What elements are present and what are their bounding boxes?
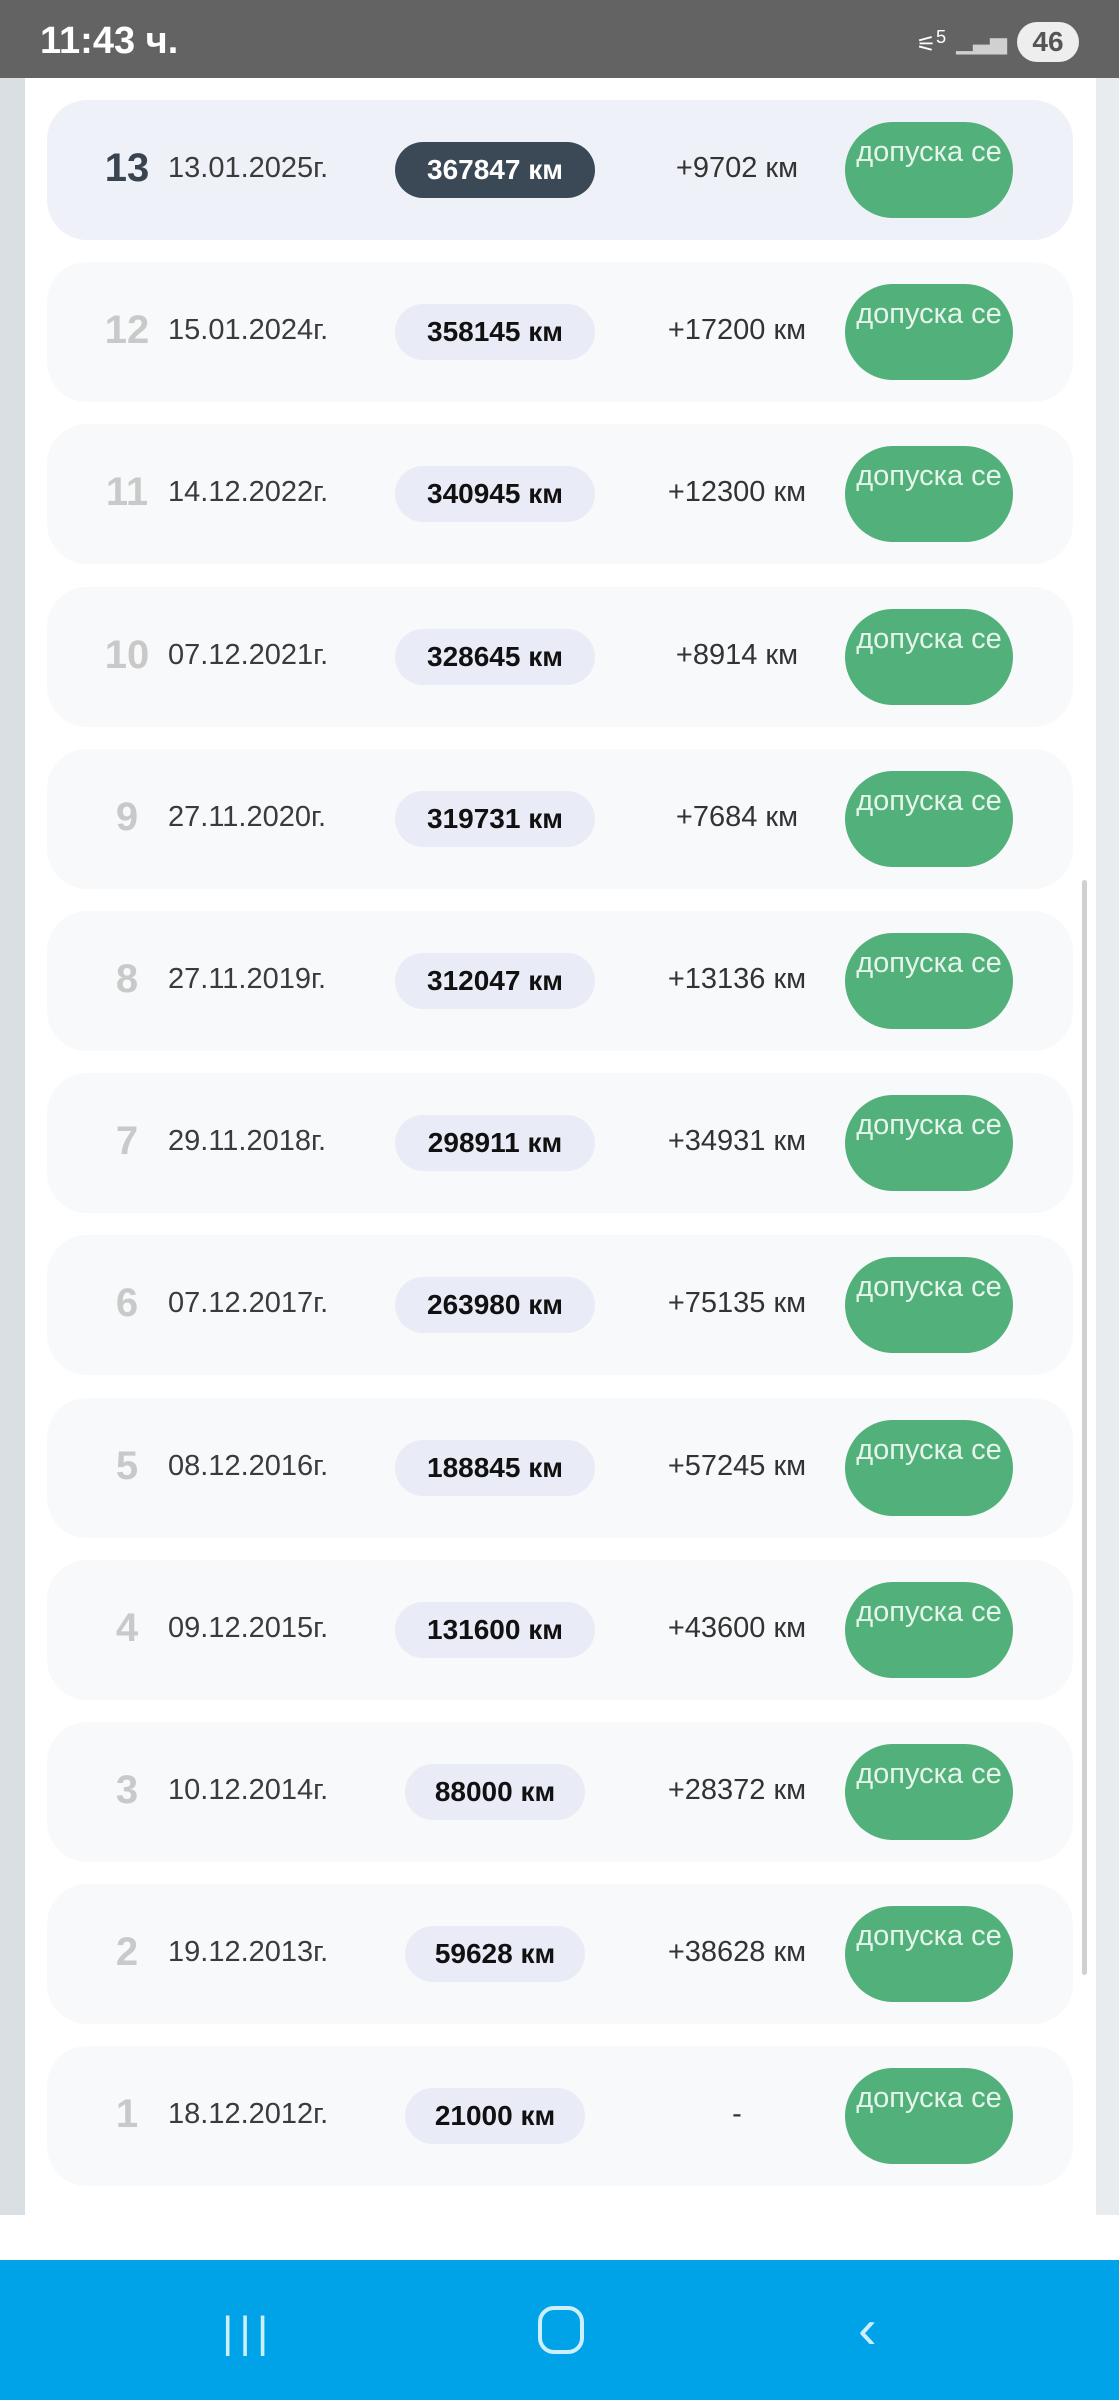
inspection-date: 13.01.2025г. — [168, 152, 329, 184]
mileage-delta: +17200 км — [667, 314, 807, 347]
status-badge[interactable]: допуска се — [845, 284, 1013, 381]
inspection-row: 6 07.12.2017г. 263980 км +75135 км допус… — [47, 1235, 1073, 1376]
navigation-bar: ||| ‹ — [0, 2260, 1119, 2400]
row-number: 12 — [104, 308, 150, 353]
row-number: 10 — [104, 632, 150, 677]
row-number: 2 — [115, 1930, 139, 1975]
mileage-badge: 59628 км — [405, 1926, 585, 1983]
inspection-date: 27.11.2019г. — [168, 963, 327, 995]
status-bar: 11:43 ч. ⚟5 ▁▃▅ 46 — [0, 0, 1119, 78]
signal-icon: ▁▃▅ — [956, 29, 1007, 54]
mileage-badge: 340945 км — [395, 466, 595, 523]
status-badge[interactable]: допуска се — [845, 1419, 1013, 1516]
inspection-row: 11 14.12.2022г. 340945 км +12300 км допу… — [47, 424, 1073, 565]
mileage-delta: +34931 км — [667, 1125, 807, 1158]
row-number: 8 — [115, 957, 139, 1001]
mileage-badge: 131600 км — [395, 1601, 595, 1658]
inspection-date: 18.12.2012г. — [168, 2098, 329, 2131]
inspection-row: 13 13.01.2025г. 367847 км +9702 км допус… — [47, 100, 1073, 240]
status-badge[interactable]: допуска се — [845, 933, 1013, 1029]
mileage-badge: 312047 км — [395, 953, 595, 1009]
mileage-badge: 88000 км — [405, 1764, 585, 1820]
inspection-row: 7 29.11.2018г. 298911 км +34931 км допус… — [47, 1073, 1073, 1214]
inspection-date: 09.12.2015г. — [168, 1611, 329, 1644]
row-number: 9 — [115, 794, 139, 839]
status-badge[interactable]: допуска се — [845, 1095, 1013, 1192]
inspection-date: 19.12.2013г. — [168, 1936, 329, 1969]
mileage-badge: 263980 км — [395, 1277, 595, 1334]
inspection-row: 8 27.11.2019г. 312047 км +13136 км допус… — [47, 911, 1073, 1051]
inspection-row: 5 08.12.2016г. 188845 км +57245 км допус… — [47, 1397, 1073, 1538]
inspection-row: 2 19.12.2013г. 59628 км +38628 км допуск… — [47, 1884, 1073, 2025]
mileage-badge: 21000 км — [405, 2088, 585, 2145]
inspection-row: 1 18.12.2012г. 21000 км - допуска се — [47, 2046, 1073, 2187]
row-number: 7 — [115, 1119, 139, 1164]
mileage-delta: +13136 км — [667, 963, 807, 995]
row-number: 5 — [115, 1443, 139, 1488]
mileage-badge: 358145 км — [395, 304, 595, 361]
inspection-row: 12 15.01.2024г. 358145 км +17200 км допу… — [47, 262, 1073, 403]
inspection-row: 9 27.11.2020г. 319731 км +7684 км допуск… — [47, 748, 1073, 889]
status-badge[interactable]: допуска се — [845, 1906, 1013, 2003]
mileage-delta: +7684 км — [675, 800, 799, 833]
mileage-delta: +9702 км — [675, 152, 799, 184]
mileage-delta: +43600 км — [667, 1611, 807, 1644]
background-page — [0, 78, 25, 2215]
recent-apps-button[interactable]: ||| — [222, 2308, 275, 2357]
status-badge[interactable]: допуска се — [845, 608, 1013, 705]
inspection-row: 3 10.12.2014г. 88000 км +28372 км допуск… — [47, 1722, 1073, 1862]
inspection-date: 07.12.2017г. — [168, 1287, 329, 1320]
row-number: 13 — [104, 146, 150, 190]
inspection-date: 27.11.2020г. — [168, 800, 327, 833]
inspection-date: 08.12.2016г. — [168, 1449, 329, 1482]
inspection-row: 10 07.12.2021г. 328645 км +8914 км допус… — [47, 586, 1073, 727]
inspection-date: 15.01.2024г. — [168, 314, 329, 347]
background-page — [1096, 78, 1119, 2215]
back-button[interactable]: ‹ — [858, 2297, 877, 2360]
mileage-badge: 188845 км — [395, 1439, 595, 1496]
status-badge[interactable]: допуска се — [845, 122, 1013, 218]
mileage-delta: +12300 км — [667, 476, 807, 509]
mileage-badge: 319731 км — [395, 790, 595, 847]
inspection-date: 14.12.2022г. — [168, 476, 329, 509]
status-badge[interactable]: допуска се — [845, 1744, 1013, 1840]
status-badge[interactable]: допуска се — [845, 770, 1013, 867]
mileage-delta: +28372 км — [667, 1774, 807, 1806]
mileage-delta: +38628 км — [667, 1936, 807, 1969]
mileage-delta: +57245 км — [667, 1449, 807, 1482]
mileage-badge: 328645 км — [395, 628, 595, 685]
inspection-date: 07.12.2021г. — [168, 638, 329, 671]
battery-icon: 46 — [1017, 22, 1079, 62]
mileage-badge: 298911 км — [395, 1115, 595, 1172]
row-number: 11 — [105, 470, 149, 515]
status-badge[interactable]: допуска се — [845, 1257, 1013, 1354]
mileage-delta: +8914 км — [675, 638, 799, 671]
row-number: 3 — [115, 1768, 139, 1812]
row-number: 6 — [115, 1281, 139, 1326]
inspection-date: 29.11.2018г. — [168, 1125, 327, 1158]
scrollbar[interactable] — [1082, 880, 1087, 1975]
mileage-delta: +75135 км — [667, 1287, 807, 1320]
inspection-history-card: 13 13.01.2025г. 367847 км +9702 км допус… — [25, 78, 1096, 2215]
status-badge[interactable]: допуска се — [845, 2068, 1013, 2165]
status-badge[interactable]: допуска се — [845, 446, 1013, 543]
inspection-date: 10.12.2014г. — [168, 1774, 329, 1806]
status-badge[interactable]: допуска се — [845, 1581, 1013, 1678]
mileage-badge: 367847 км — [395, 142, 595, 198]
wifi-icon: ⚟5 — [916, 26, 947, 57]
row-number: 1 — [115, 2092, 139, 2137]
home-button[interactable] — [538, 2306, 584, 2354]
clock: 11:43 ч. — [40, 20, 179, 62]
inspection-row: 4 09.12.2015г. 131600 км +43600 км допус… — [47, 1559, 1073, 1700]
row-number: 4 — [115, 1605, 139, 1650]
mileage-delta: - — [732, 2098, 742, 2131]
